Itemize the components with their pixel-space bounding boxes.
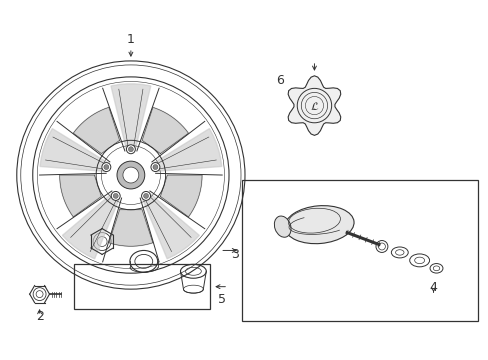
Polygon shape: [40, 129, 109, 171]
Text: 2: 2: [36, 310, 43, 323]
Bar: [242, 180, 477, 321]
Bar: [74, 264, 210, 309]
Circle shape: [143, 193, 148, 198]
Polygon shape: [142, 192, 199, 259]
Ellipse shape: [284, 206, 353, 244]
Circle shape: [97, 237, 107, 247]
Ellipse shape: [274, 216, 290, 237]
Polygon shape: [111, 84, 150, 150]
Circle shape: [128, 147, 133, 152]
Circle shape: [113, 193, 118, 198]
Polygon shape: [62, 192, 120, 259]
Polygon shape: [109, 210, 153, 246]
Circle shape: [122, 167, 139, 183]
Polygon shape: [287, 76, 340, 135]
Circle shape: [142, 192, 150, 201]
Polygon shape: [73, 107, 120, 154]
Circle shape: [126, 145, 135, 154]
Polygon shape: [142, 107, 188, 154]
Text: 5: 5: [218, 293, 226, 306]
Circle shape: [111, 192, 120, 201]
Circle shape: [103, 165, 109, 170]
Circle shape: [153, 165, 158, 170]
Text: 6: 6: [275, 74, 283, 87]
Circle shape: [102, 163, 111, 171]
Polygon shape: [60, 175, 101, 217]
Circle shape: [117, 161, 144, 189]
Text: 1: 1: [127, 33, 135, 46]
Polygon shape: [153, 129, 222, 171]
Circle shape: [151, 163, 160, 171]
Text: 3: 3: [231, 248, 239, 261]
Polygon shape: [160, 175, 202, 217]
Circle shape: [36, 291, 43, 298]
Text: $\mathcal{L}$: $\mathcal{L}$: [309, 100, 319, 112]
Text: 4: 4: [429, 281, 437, 294]
